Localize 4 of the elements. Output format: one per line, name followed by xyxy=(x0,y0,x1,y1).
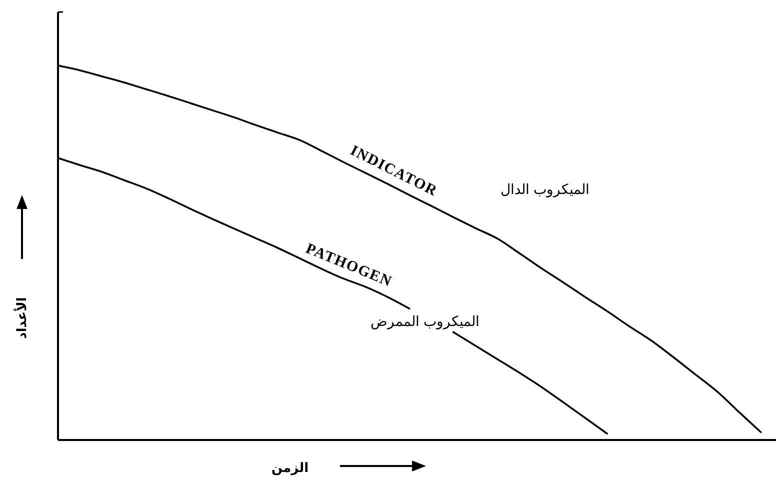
annotation: الميكروب الممرض xyxy=(370,313,480,330)
y-axis-title: الأعداد xyxy=(13,297,30,339)
annotation: الميكروب الدال xyxy=(500,181,590,198)
x-axis-title: الزمن xyxy=(271,461,309,476)
